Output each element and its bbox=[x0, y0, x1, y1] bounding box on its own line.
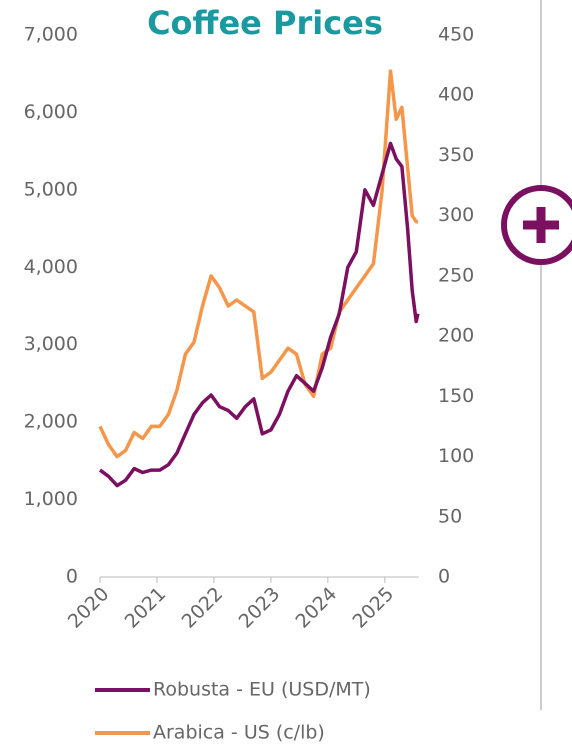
series-line bbox=[98, 69, 418, 459]
y2-tick-label: 0 bbox=[438, 566, 450, 588]
y2-tick-label: 450 bbox=[438, 24, 474, 46]
chart-title: Coffee Prices bbox=[147, 4, 383, 42]
x-tick-label: 2021 bbox=[121, 583, 171, 633]
y2-tick-label: 250 bbox=[438, 264, 474, 286]
y-tick-label: 3,000 bbox=[24, 333, 78, 355]
y2-tick-label: 100 bbox=[438, 445, 474, 467]
x-tick-label: 2020 bbox=[64, 583, 114, 633]
x-tick-label: 2023 bbox=[235, 583, 285, 633]
x-tick-label: 2025 bbox=[348, 583, 398, 633]
y2-tick-label: 200 bbox=[438, 325, 474, 347]
plus-icon[interactable] bbox=[523, 207, 559, 243]
y-tick-label: 1,000 bbox=[24, 488, 78, 510]
y2-tick-label: 350 bbox=[438, 144, 474, 166]
y2-tick-label: 150 bbox=[438, 385, 474, 407]
series-line bbox=[98, 141, 420, 488]
y-tick-label: 0 bbox=[66, 566, 78, 588]
y2-tick-label: 400 bbox=[438, 84, 474, 106]
y-tick-label: 6,000 bbox=[24, 101, 78, 123]
y2-tick-label: 300 bbox=[438, 204, 474, 226]
y-tick-label: 5,000 bbox=[24, 178, 78, 200]
y-tick-label: 7,000 bbox=[24, 24, 78, 46]
y-tick-label: 2,000 bbox=[24, 411, 78, 433]
legend-label: Arabica - US (c/lb) bbox=[153, 722, 325, 744]
expand-button[interactable] bbox=[501, 185, 572, 265]
y2-tick-label: 50 bbox=[438, 505, 462, 527]
y-tick-label: 4,000 bbox=[24, 256, 78, 278]
x-tick-label: 2024 bbox=[292, 583, 342, 633]
legend-label: Robusta - EU (USD/MT) bbox=[153, 679, 371, 701]
x-tick-label: 2022 bbox=[178, 583, 228, 633]
